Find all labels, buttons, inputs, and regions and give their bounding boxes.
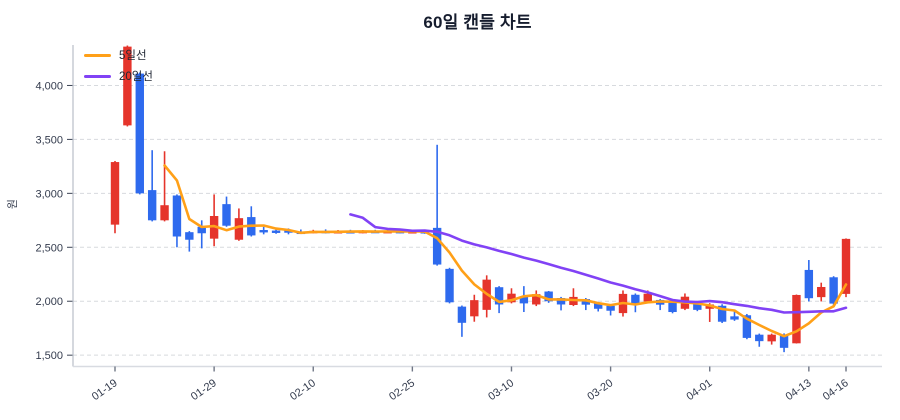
- candle-body: [222, 204, 231, 226]
- x-tick-label: 04-01: [685, 377, 715, 403]
- candle-body: [457, 306, 467, 323]
- candle-body: [804, 269, 814, 299]
- x-tick-label: 02-25: [387, 377, 417, 403]
- ma5-line-swatch: [84, 53, 111, 57]
- candle-body: [581, 299, 591, 305]
- x-tick-label: 03-10: [486, 377, 516, 403]
- candle-body: [742, 315, 752, 338]
- candle-body: [271, 230, 281, 233]
- candle-body: [829, 277, 838, 304]
- chart-title: 60일 캔들 차트: [423, 13, 532, 32]
- candle-body: [606, 305, 615, 311]
- y-tick-label: 2,000: [35, 296, 63, 308]
- y-tick-label: 3,500: [35, 134, 63, 146]
- ma20-line: [349, 213, 848, 314]
- candle-body: [668, 301, 677, 313]
- candle-body: [792, 294, 801, 344]
- candle-body: [445, 268, 454, 303]
- x-tick-label: 04-16: [821, 377, 851, 403]
- candle-body: [494, 287, 504, 305]
- candle-body: [544, 291, 553, 302]
- candle-body: [594, 303, 603, 309]
- y-tick-label: 1,500: [35, 350, 63, 362]
- candle-body: [172, 195, 182, 237]
- ma20-line-swatch: [84, 74, 111, 78]
- candle-body: [197, 226, 206, 234]
- y-tick-label: 2,500: [35, 242, 63, 254]
- candle-body: [767, 334, 776, 342]
- y-tick-label: 4,000: [35, 80, 63, 92]
- x-tick-label: 04-13: [784, 377, 814, 403]
- candle-body: [234, 218, 244, 240]
- y-axis-title: 원: [7, 198, 19, 210]
- x-tick-label: 01-29: [189, 377, 219, 403]
- legend: 5일선 20일선: [84, 47, 153, 84]
- x-tick-label: 01-19: [90, 377, 120, 403]
- candle-body: [643, 293, 652, 302]
- x-tick-label: 02-10: [288, 377, 318, 403]
- x-tick-label: 03-20: [585, 377, 615, 403]
- y-tick-label: 3,000: [35, 188, 63, 200]
- candle-body: [631, 294, 640, 305]
- candle-body: [532, 294, 541, 305]
- candle-body: [123, 46, 132, 126]
- candle-body: [185, 232, 194, 240]
- candle-body: [147, 190, 157, 221]
- candle-body: [841, 238, 851, 294]
- candle-body: [110, 162, 120, 225]
- candle-body: [693, 303, 702, 310]
- candle-body: [717, 305, 727, 322]
- candle-body: [507, 293, 516, 303]
- candle-body: [730, 316, 739, 320]
- candle-body: [160, 205, 169, 221]
- candle-body: [755, 334, 764, 342]
- ma5-legend-label: 5일선: [119, 50, 147, 62]
- candle-body: [779, 334, 789, 348]
- candle-body: [556, 297, 566, 305]
- legend-item-ma20: 20일선: [84, 68, 153, 84]
- ma20-legend-label: 20일선: [119, 71, 153, 83]
- candle-body: [135, 73, 144, 194]
- ma5-line: [163, 164, 848, 338]
- candle-body: [284, 230, 293, 233]
- legend-item-ma5: 5일선: [84, 47, 153, 63]
- candle-body: [432, 227, 442, 265]
- candle-body: [817, 286, 826, 298]
- candle-body: [519, 296, 529, 304]
- candle-body: [470, 300, 479, 317]
- candle-body: [259, 230, 268, 233]
